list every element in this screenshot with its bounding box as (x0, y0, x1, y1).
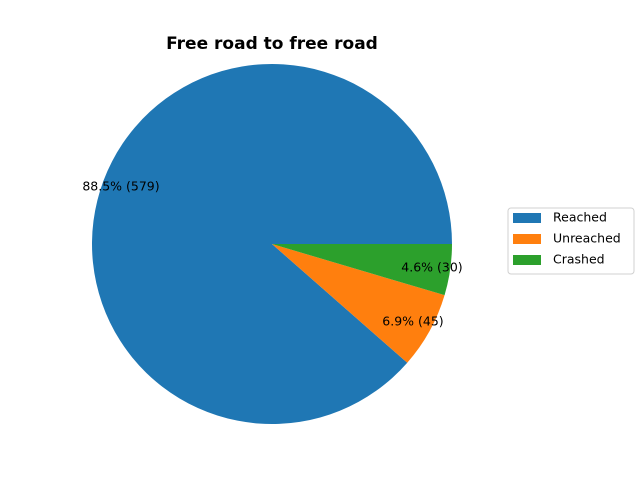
pie-slice-unreached (272, 244, 445, 363)
legend: Reached Unreached Crashed (507, 207, 635, 275)
legend-swatch-crashed (513, 255, 541, 265)
legend-swatch-reached (513, 213, 541, 223)
slice-label-unreached: 6.9% (45) (382, 314, 443, 329)
legend-swatch-unreached (513, 234, 541, 244)
legend-label-reached: Reached (553, 210, 607, 225)
legend-label-crashed: Crashed (553, 252, 605, 267)
pie-slice-reached (92, 63, 452, 424)
legend-label-unreached: Unreached (553, 231, 621, 246)
legend-entries: Reached Unreached Crashed (513, 210, 621, 267)
chart-title: Free road to free road (166, 34, 378, 54)
slice-label-crashed: 4.6% (30) (401, 260, 462, 275)
pie-slice-crashed (272, 244, 453, 296)
pie-labels: 88.5% (579) 6.9% (45) 4.6% (30) (82, 179, 462, 329)
slice-label-reached: 88.5% (579) (82, 179, 159, 194)
pie-slices (92, 63, 453, 424)
